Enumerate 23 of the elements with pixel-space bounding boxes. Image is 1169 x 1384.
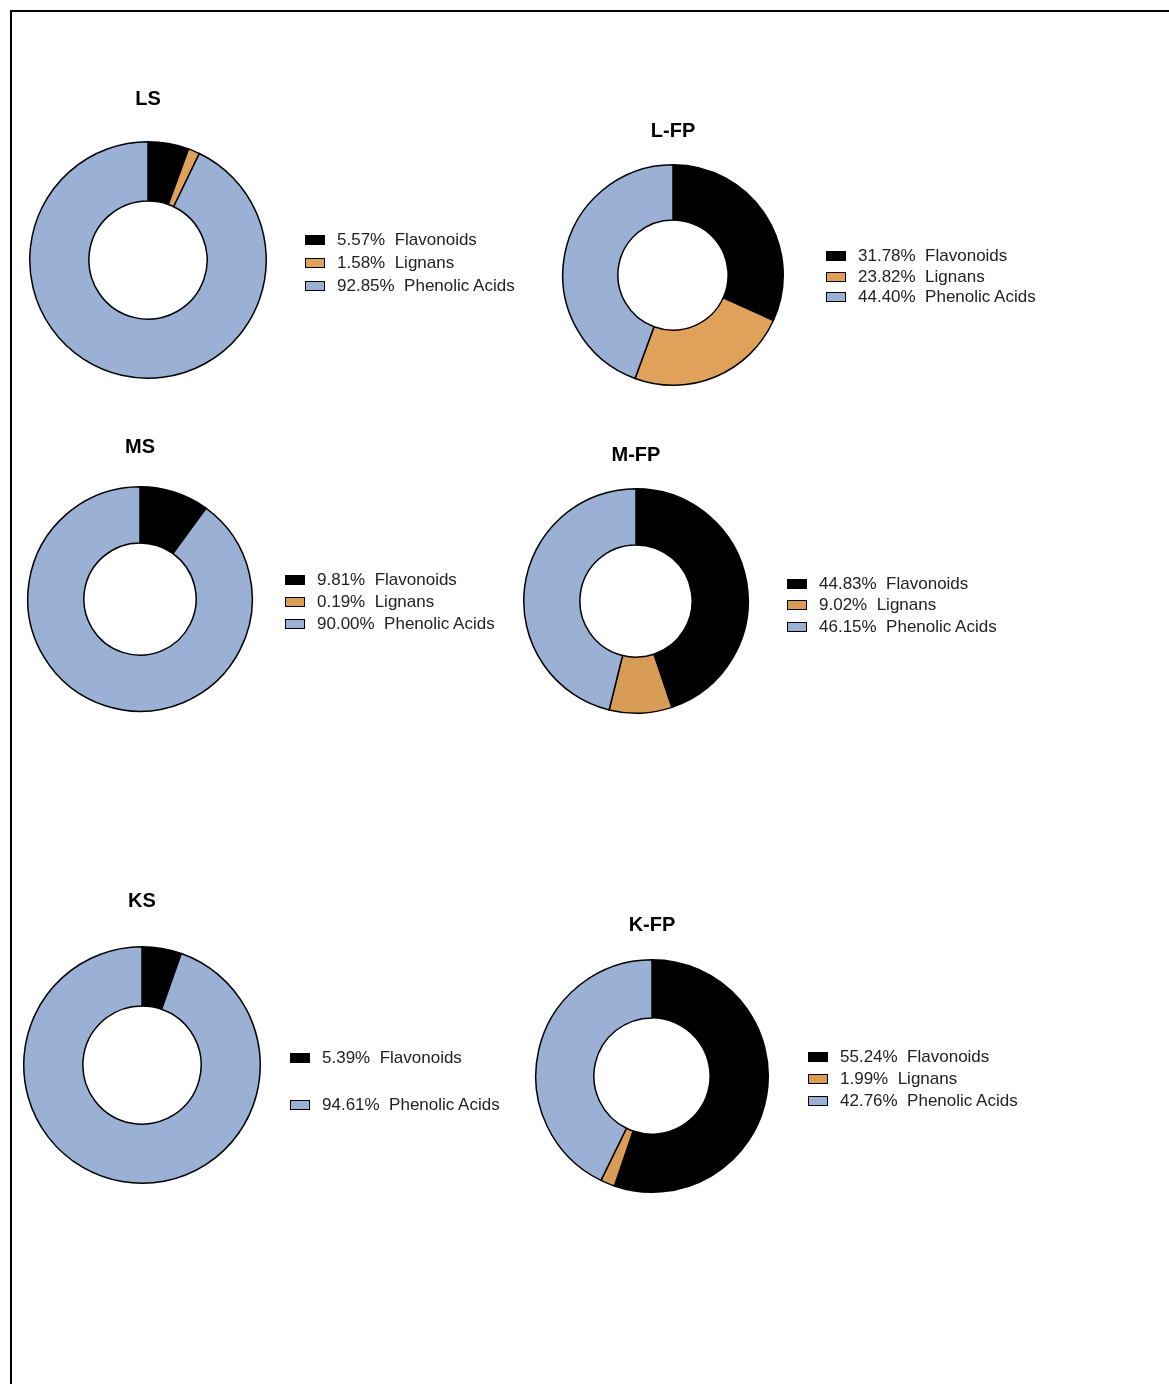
chart-title: L-FP — [649, 119, 697, 142]
legend-label: 23.82% Lignans — [858, 266, 985, 287]
legend-label: 46.15% Phenolic Acids — [819, 616, 997, 637]
chart-title: K-FP — [627, 913, 677, 936]
legend-label: 90.00% Phenolic Acids — [317, 614, 495, 634]
legend-label: 42.76% Phenolic Acids — [840, 1091, 1018, 1111]
legend-label: 55.24% Flavonoids — [840, 1047, 990, 1067]
legend-label: 44.40% Phenolic Acids — [858, 287, 1036, 308]
legend-label: 94.61% Phenolic Acids — [322, 1094, 500, 1115]
chart-title: KS — [127, 889, 157, 912]
chart-title: M-FP — [610, 443, 662, 466]
legend-label: 31.78% Flavonoids — [858, 246, 1008, 267]
legend-label: 9.81% Flavonoids — [317, 570, 457, 590]
legend-label: 9.02% Lignans — [819, 595, 937, 616]
legend-label: 0.19% Lignans — [317, 592, 435, 612]
legend-label: 44.83% Flavonoids — [819, 573, 969, 594]
legend-label: 1.58% Lignans — [337, 252, 455, 273]
legend-label: 92.85% Phenolic Acids — [337, 275, 515, 296]
legend-label: 5.57% Flavonoids — [337, 229, 477, 250]
chart-title: MS — [124, 435, 156, 458]
legend-label: 1.99% Lignans — [840, 1069, 958, 1089]
chart-title: LS — [134, 87, 162, 110]
legend-label: 5.39% Flavonoids — [322, 1047, 462, 1068]
